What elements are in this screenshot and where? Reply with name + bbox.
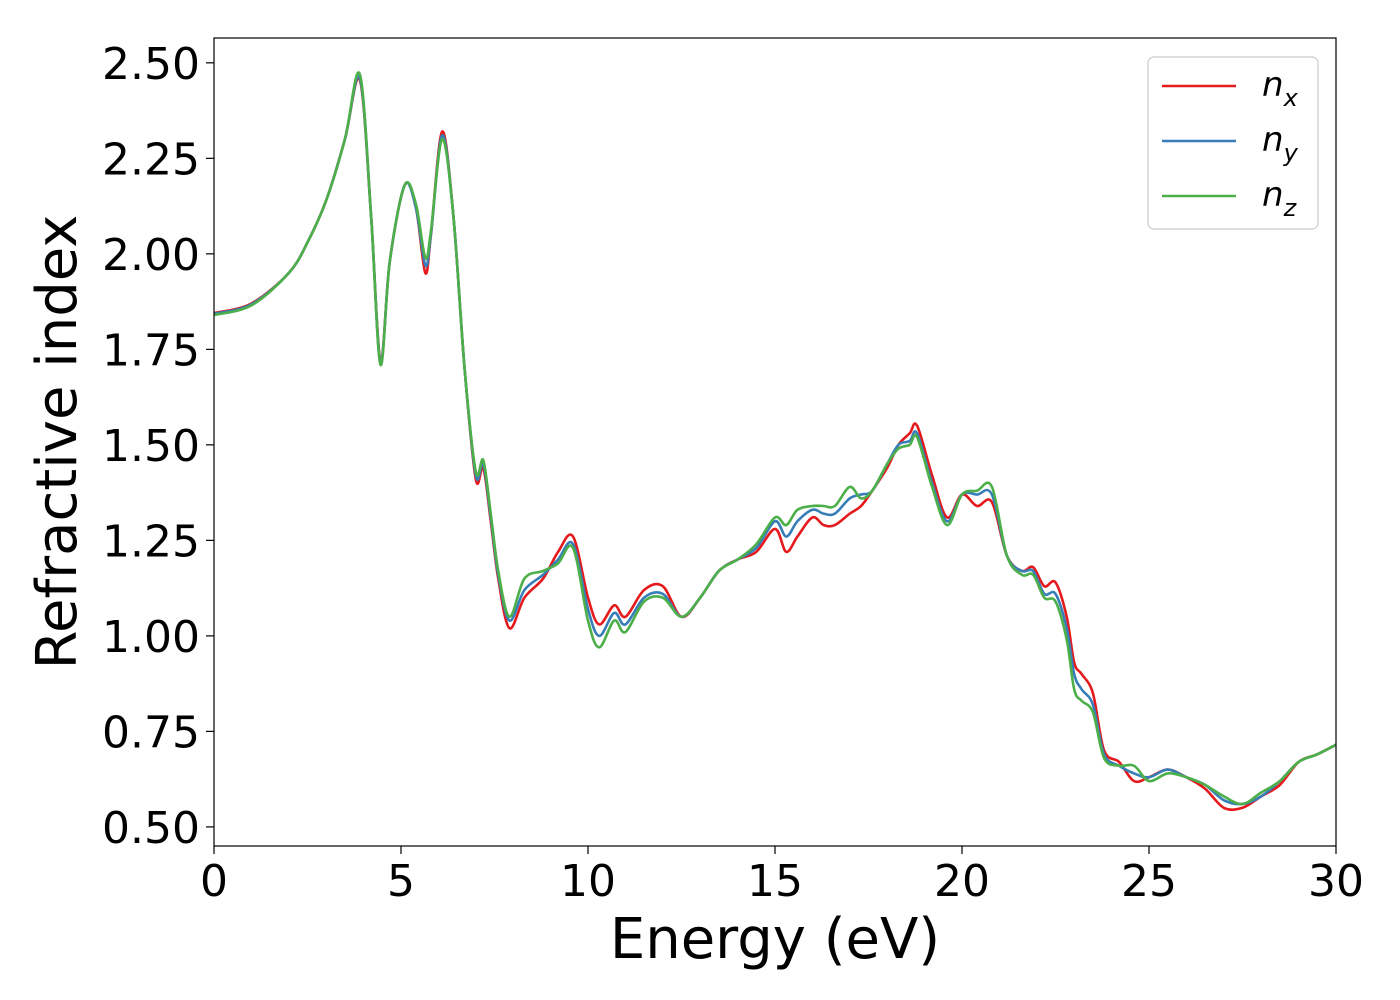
y-axis-title: Refractive index bbox=[25, 215, 90, 670]
legend-label-subscript: z bbox=[1283, 194, 1298, 222]
series-layer bbox=[214, 71, 1336, 812]
legend-label-base: n bbox=[1262, 175, 1284, 215]
legend-label-subscript: x bbox=[1283, 84, 1299, 112]
x-tick-label: 20 bbox=[934, 856, 990, 907]
y-axis: 0.50 0.75 1.00 1.25 1.50 1.75 2.00 2.25 2.50 bbox=[102, 39, 214, 854]
legend-box bbox=[1147, 56, 1319, 230]
x-axis: 0 5 10 15 20 25 30 bbox=[200, 846, 1364, 907]
x-tick-label: 25 bbox=[1121, 856, 1177, 907]
legend-label-nx: nx bbox=[1262, 65, 1299, 112]
legend-label-subscript: y bbox=[1283, 139, 1299, 167]
y-tick-label: 1.75 bbox=[102, 325, 200, 376]
y-tick-label: 1.25 bbox=[102, 516, 200, 567]
x-tick-label: 15 bbox=[747, 856, 803, 907]
x-axis-title: Energy (eV) bbox=[610, 907, 940, 972]
x-tick-label: 5 bbox=[387, 856, 415, 907]
y-tick-label: 0.50 bbox=[102, 803, 200, 854]
y-tick-label: 1.50 bbox=[102, 421, 200, 472]
legend-label-base: n bbox=[1262, 65, 1284, 105]
y-tick-label: 1.00 bbox=[102, 612, 200, 663]
x-tick-label: 30 bbox=[1308, 856, 1364, 907]
y-tick-label: 2.25 bbox=[102, 134, 200, 185]
legend-label-ny: ny bbox=[1262, 120, 1299, 167]
legend-label-nz: nz bbox=[1262, 175, 1298, 222]
x-tick-label: 10 bbox=[560, 856, 616, 907]
series-line-nz bbox=[214, 71, 1336, 806]
y-tick-label: 2.00 bbox=[102, 230, 200, 281]
legend-label-base: n bbox=[1262, 120, 1284, 160]
y-tick-label: 2.50 bbox=[102, 39, 200, 90]
x-tick-label: 0 bbox=[200, 856, 228, 907]
y-tick-label: 0.75 bbox=[102, 707, 200, 758]
